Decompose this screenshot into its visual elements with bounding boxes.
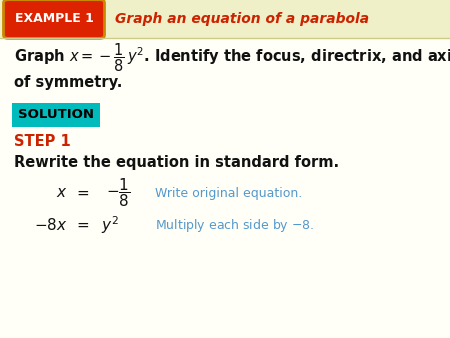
- Text: $x$: $x$: [56, 186, 68, 200]
- Text: $y^2$: $y^2$: [101, 214, 119, 236]
- Text: $-8x$: $-8x$: [34, 217, 68, 233]
- Text: $=$: $=$: [74, 186, 90, 200]
- Text: of symmetry.: of symmetry.: [14, 75, 122, 91]
- Text: EXAMPLE 1: EXAMPLE 1: [14, 13, 94, 25]
- Text: $-\dfrac{1}{8}$: $-\dfrac{1}{8}$: [106, 177, 130, 209]
- Text: Graph an equation of a parabola: Graph an equation of a parabola: [115, 12, 369, 26]
- FancyBboxPatch shape: [12, 103, 100, 127]
- FancyBboxPatch shape: [4, 0, 104, 39]
- Text: Rewrite the equation in standard form.: Rewrite the equation in standard form.: [14, 155, 339, 170]
- Text: $=$: $=$: [74, 218, 90, 232]
- Text: Multiply each side by $-8.$: Multiply each side by $-8.$: [155, 217, 315, 234]
- Text: Write original equation.: Write original equation.: [155, 187, 302, 199]
- Text: STEP 1: STEP 1: [14, 135, 71, 149]
- Bar: [0, 0, 450, 38]
- Text: SOLUTION: SOLUTION: [18, 108, 94, 121]
- Text: Graph $x = -\dfrac{1}{8}\,y^2$. Identify the focus, directrix, and axis: Graph $x = -\dfrac{1}{8}\,y^2$. Identify…: [14, 42, 450, 74]
